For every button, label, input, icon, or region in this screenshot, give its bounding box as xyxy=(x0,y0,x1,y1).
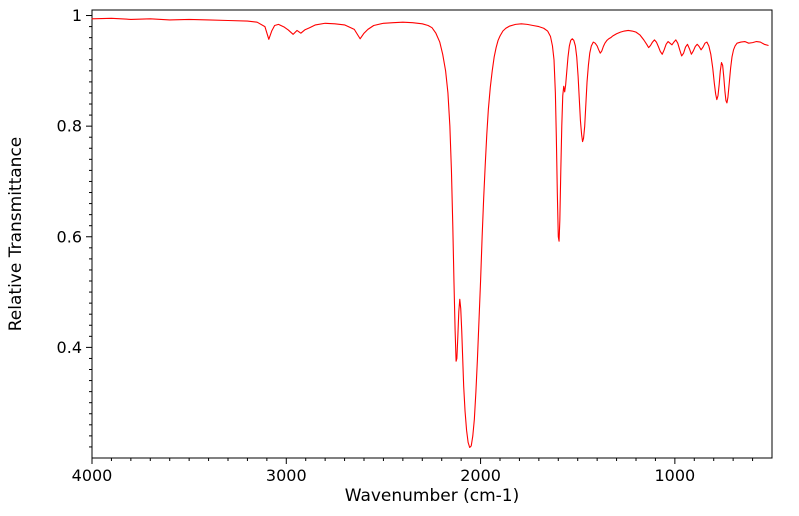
x-tick-label: 3000 xyxy=(266,466,307,485)
plot-frame xyxy=(91,9,773,459)
x-tick-label: 1000 xyxy=(654,466,695,485)
y-tick-label: 0.8 xyxy=(57,117,82,136)
y-tick-label: 1 xyxy=(72,6,82,25)
y-axis-title: Relative Transmittance xyxy=(6,136,26,332)
y-tick-label: 0.4 xyxy=(57,338,82,357)
x-tick-label: 4000 xyxy=(72,466,113,485)
x-axis-title: Wavenumber (cm-1) xyxy=(344,486,520,506)
y-tick-label: 0.6 xyxy=(57,227,82,246)
x-tick-label: 2000 xyxy=(460,466,501,485)
spectrum-line xyxy=(91,17,769,449)
